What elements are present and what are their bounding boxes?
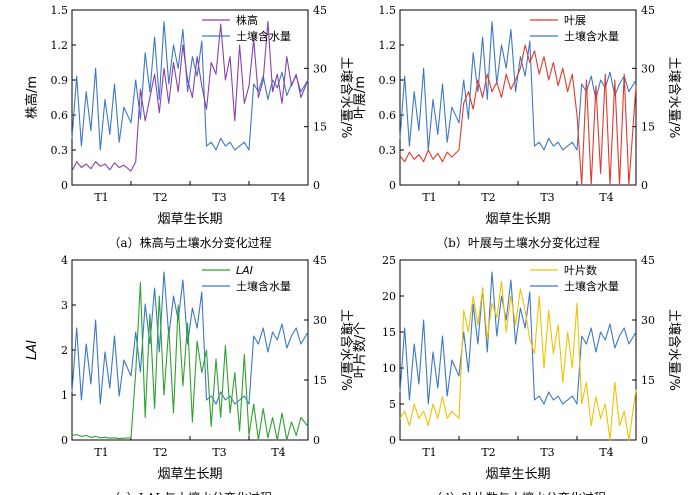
series-line-soil-moisture xyxy=(71,21,309,151)
legend-label: 土壤含水量 xyxy=(564,279,619,293)
y-tick-label: 0 xyxy=(389,434,396,447)
x-category-label: T1 xyxy=(422,446,436,459)
chart-panel-3: 0 1 2 3 4 0 15 30 45 T1 T2 T3 T4 烟草生长期 LAI 土壤含水量/% （c）LA… xyxy=(25,254,354,495)
series-line-soil-moisture xyxy=(399,271,637,405)
y2-tick-label: 30 xyxy=(641,62,655,75)
legend-label: 土壤含水量 xyxy=(564,29,619,43)
y2-tick-label: 0 xyxy=(641,434,648,447)
legend-label: 土壤含水量 xyxy=(236,279,291,293)
y2-tick-label: 45 xyxy=(313,4,327,17)
y-tick-label: 0.6 xyxy=(379,109,397,122)
y-tick-label: 0.9 xyxy=(51,74,69,87)
y2-tick-label: 15 xyxy=(641,121,655,134)
y2-axis-label: 土壤含水量/% xyxy=(338,57,354,139)
y-tick-label: 5 xyxy=(389,398,396,411)
series-line-crop xyxy=(399,281,637,441)
y2-tick-label: 15 xyxy=(641,374,655,387)
x-category-label: T4 xyxy=(599,191,613,204)
y2-tick-label: 0 xyxy=(641,179,648,192)
y2-axis-label: 土壤含水量/% xyxy=(666,309,682,391)
y-tick-label: 1.2 xyxy=(379,39,397,52)
chart-panel-1: 0 0.3 0.6 0.9 1.2 1.5 0 15 30 45 T1 T2 T3 T4 烟草生长期 株高/m… xyxy=(24,4,354,250)
y-tick-label: 0.3 xyxy=(379,144,397,157)
y-axis-label: 叶片数/个 xyxy=(353,322,368,378)
chart-caption: （c）LAI 与土壤水分变化过程 xyxy=(108,490,272,495)
series-line-crop xyxy=(71,21,309,172)
x-axis-label: 烟草生长期 xyxy=(485,212,550,227)
series-line-crop xyxy=(399,44,637,186)
legend-label: 叶片数 xyxy=(564,264,597,277)
y-axis-label: 叶展/m xyxy=(353,76,368,119)
y-tick-label: 15 xyxy=(382,326,396,339)
y-tick-label: 2 xyxy=(61,344,68,357)
y-tick-label: 10 xyxy=(382,362,396,375)
y-axis-label: 株高/m xyxy=(24,76,40,119)
y2-axis-label: 土壤含水量/% xyxy=(666,57,682,139)
y2-tick-label: 45 xyxy=(641,4,655,17)
y-tick-label: 0 xyxy=(61,434,68,447)
legend-label: 叶展 xyxy=(564,14,586,27)
y2-tick-label: 45 xyxy=(641,254,655,267)
x-category-label: T4 xyxy=(271,446,285,459)
x-category-label: T3 xyxy=(212,446,226,459)
x-category-label: T1 xyxy=(94,191,108,204)
y2-tick-label: 15 xyxy=(313,374,327,387)
y2-tick-label: 45 xyxy=(313,254,327,267)
y-tick-label: 25 xyxy=(382,254,396,267)
y-tick-label: 0 xyxy=(61,179,68,192)
y-tick-label: 1.5 xyxy=(51,4,69,17)
legend-label: LAI xyxy=(236,264,253,277)
y-tick-label: 1 xyxy=(61,389,68,402)
y-axis-label: LAI xyxy=(25,340,40,360)
x-category-label: T2 xyxy=(153,446,167,459)
y-tick-label: 3 xyxy=(61,299,68,312)
legend-label: 株高 xyxy=(236,13,258,27)
chart-caption: （d）叶片数与土壤水分变化过程 xyxy=(430,490,606,495)
chart-caption: （a）株高与土壤水分变化过程 xyxy=(108,235,271,250)
y2-tick-label: 0 xyxy=(313,434,320,447)
y-tick-label: 20 xyxy=(382,290,396,303)
x-category-label: T2 xyxy=(153,191,167,204)
x-axis-label: 烟草生长期 xyxy=(157,467,222,482)
y-tick-label: 0.3 xyxy=(51,144,69,157)
x-category-label: T4 xyxy=(599,446,613,459)
y2-tick-label: 0 xyxy=(313,179,320,192)
y-tick-label: 4 xyxy=(61,254,68,267)
series-line-soil-moisture xyxy=(71,271,309,405)
x-category-label: T4 xyxy=(271,191,285,204)
y2-tick-label: 30 xyxy=(641,314,655,327)
x-category-label: T3 xyxy=(540,446,554,459)
y-tick-label: 0.6 xyxy=(51,109,69,122)
x-category-label: T1 xyxy=(422,191,436,204)
chart-caption: （b）叶展与土壤水分变化过程 xyxy=(436,235,600,250)
y2-tick-label: 30 xyxy=(313,314,327,327)
y-tick-label: 0.9 xyxy=(379,74,397,87)
y2-tick-label: 30 xyxy=(313,62,327,75)
series-line-crop xyxy=(71,281,309,441)
chart-panel-2: 0 0.3 0.6 0.9 1.2 1.5 0 15 30 45 T1 T2 T3 T4 烟草生长期 叶展/m… xyxy=(353,4,682,250)
y2-axis-label: 土壤含水量/% xyxy=(338,309,354,391)
y-tick-label: 1.5 xyxy=(379,4,397,17)
x-axis-label: 烟草生长期 xyxy=(485,467,550,482)
x-category-label: T3 xyxy=(212,191,226,204)
x-category-label: T2 xyxy=(481,191,495,204)
legend-label: 土壤含水量 xyxy=(236,29,291,43)
chart-panel-4: 0 5 10 15 20 25 0 15 30 45 T1 T2 T3 T4 烟草生长期 叶片数/个 土壤含水量… xyxy=(353,254,682,495)
x-axis-label: 烟草生长期 xyxy=(157,212,222,227)
y-tick-label: 0 xyxy=(389,179,396,192)
y-tick-label: 1.2 xyxy=(51,39,69,52)
x-category-label: T3 xyxy=(540,191,554,204)
x-category-label: T1 xyxy=(94,446,108,459)
y2-tick-label: 15 xyxy=(313,121,327,134)
x-category-label: T2 xyxy=(481,446,495,459)
